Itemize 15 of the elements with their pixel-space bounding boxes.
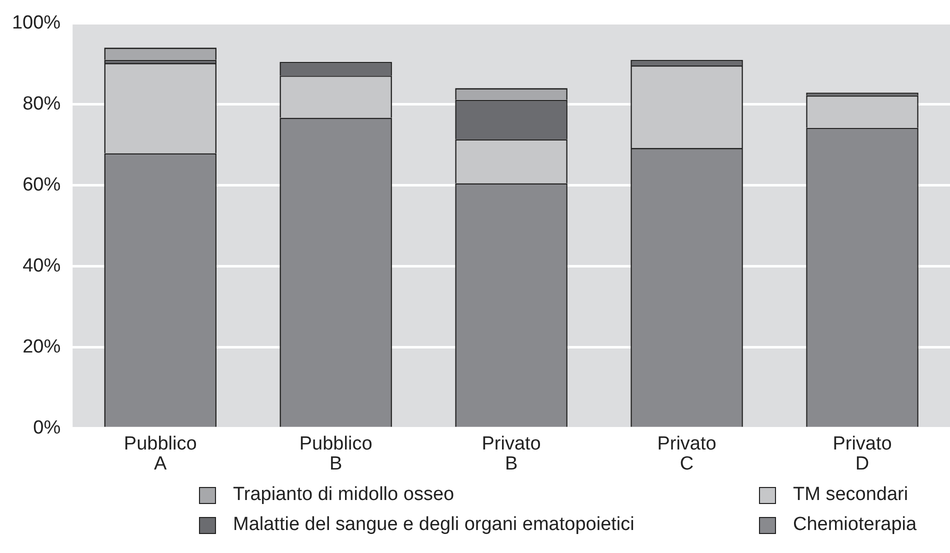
legend-label: TM secondari — [792, 483, 910, 507]
x-tick-label: Pubblico A — [124, 433, 197, 474]
x-tick-label: Privato D — [832, 433, 892, 474]
y-tick-label: 40% — [22, 255, 61, 276]
legend-label: Chemioterapia — [792, 513, 918, 537]
x-tick-label: Pubblico B — [299, 433, 372, 474]
y-tick-label: 0% — [33, 417, 61, 438]
x-tick-label: Privato C — [657, 433, 716, 474]
y-tick-label: 20% — [22, 336, 61, 358]
legend-label: Malattie del sangue e degli organi ematopoietici — [232, 513, 636, 537]
legend-label: Trapianto di midollo osseo — [232, 483, 456, 507]
y-tick-label: 100% — [12, 12, 61, 34]
y-tick-label: 80% — [22, 94, 61, 115]
x-tick-label: Privato B — [482, 433, 541, 474]
y-tick-label: 60% — [22, 174, 61, 196]
